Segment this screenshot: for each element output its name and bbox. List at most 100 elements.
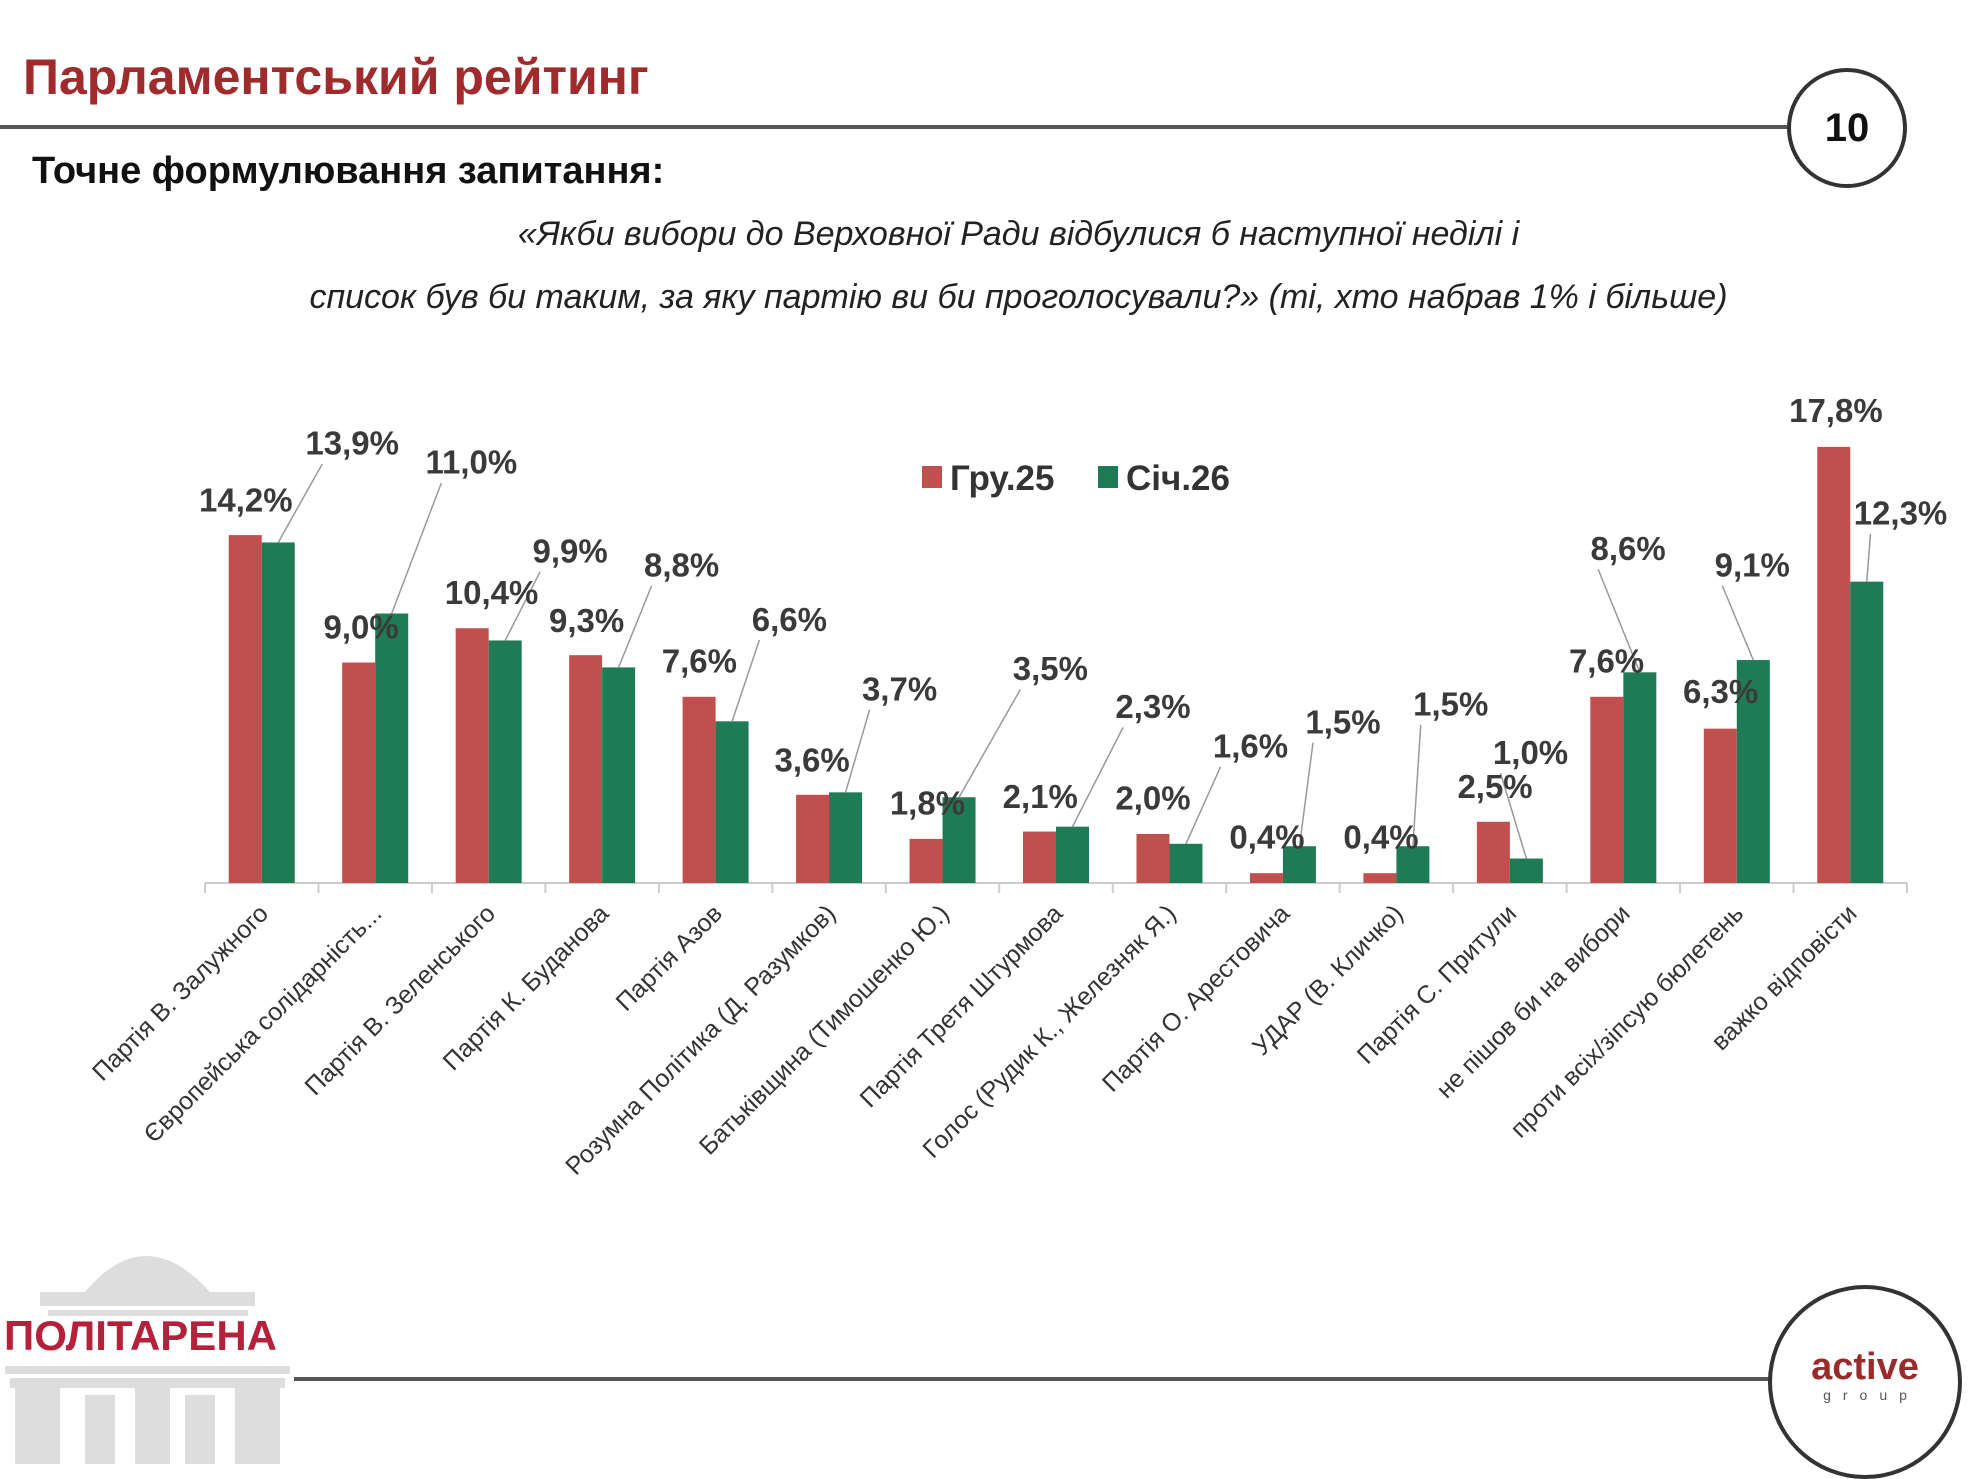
value-label-sich26: 11,0% — [425, 444, 517, 481]
bar-gru25 — [455, 628, 489, 883]
label-leader-line — [1298, 742, 1314, 847]
bar-gru25 — [1476, 821, 1510, 883]
question-label: Точне формулювання запитання: — [32, 150, 665, 192]
label-leader-line — [1597, 568, 1641, 673]
value-label-sich26: 1,5% — [1413, 686, 1488, 723]
value-label-sich26: 3,5% — [1013, 650, 1088, 687]
value-label-sich26: 9,1% — [1715, 546, 1790, 583]
bar-gru25 — [1136, 834, 1170, 883]
label-leader-line — [958, 689, 1021, 798]
value-label-sich26: 13,9% — [305, 425, 399, 462]
bar-sich26 — [261, 542, 295, 883]
label-leader-line — [1721, 585, 1754, 661]
active-group-logo-main: active — [1811, 1346, 1919, 1388]
value-label-sich26: 12,3% — [1854, 494, 1948, 531]
bar-gru25 — [1590, 696, 1624, 883]
label-leader-line — [731, 639, 761, 722]
value-label-gru25: 2,1% — [1003, 778, 1078, 815]
legend-swatch-sich26 — [1098, 466, 1118, 488]
category-label: Партія Третя Штурмова — [855, 899, 1069, 1113]
legend: Гру.25 Січ.26 — [922, 459, 1230, 498]
value-label-gru25: 3,6% — [775, 741, 850, 778]
value-label-gru25: 9,0% — [323, 608, 398, 645]
value-label-gru25: 1,8% — [890, 785, 965, 822]
value-label-sich26: 3,7% — [862, 671, 937, 708]
bar-sich26 — [602, 667, 636, 883]
value-label-gru25: 14,2% — [199, 482, 293, 519]
category-label: Партія В. Зеленського — [299, 899, 500, 1100]
bar-gru25 — [1703, 728, 1737, 883]
value-label-gru25: 7,6% — [662, 643, 737, 680]
value-label-sich26: 8,6% — [1590, 530, 1665, 567]
question-text-line-1: «Якби вибори до Верховної Ради відбулися… — [517, 215, 1520, 253]
bar-gru25 — [796, 794, 830, 883]
label-leader-line — [390, 482, 443, 614]
value-label-gru25: 2,0% — [1115, 779, 1190, 816]
category-label: проти всіх/зіпсую бюлетень — [1505, 899, 1749, 1143]
politarena-logo-text: ПОЛІТАРЕНА — [4, 1312, 277, 1359]
bar-sich26 — [1509, 858, 1543, 883]
bar-sich26 — [1396, 846, 1430, 883]
label-leader-line — [1412, 724, 1422, 847]
bar-sich26 — [1169, 843, 1203, 883]
value-label-gru25: 0,4% — [1343, 819, 1418, 856]
bar-sich26 — [375, 613, 409, 883]
legend-swatch-gru25 — [922, 466, 942, 488]
label-leader-line — [277, 463, 323, 543]
value-label-sich26: 9,9% — [533, 532, 608, 569]
bar-gru25 — [1817, 446, 1851, 883]
value-label-gru25: 10,4% — [445, 574, 539, 611]
bar-sich26 — [1282, 846, 1316, 883]
bar-gru25 — [1023, 831, 1056, 883]
value-label-gru25: 7,6% — [1569, 643, 1644, 680]
bar-gru25 — [909, 838, 943, 883]
legend-label-sich26: Січ.26 — [1126, 459, 1230, 498]
bar-gru25 — [1363, 873, 1397, 883]
bar-sich26 — [1623, 672, 1657, 883]
value-label-gru25: 9,3% — [549, 602, 624, 639]
page-number-badge: 10 — [1787, 68, 1907, 188]
value-label-sich26: 6,6% — [752, 601, 827, 638]
bar-sich26 — [1056, 826, 1089, 883]
politarena-building-logo — [5, 1256, 290, 1464]
value-label-gru25: 17,8% — [1789, 392, 1883, 429]
value-label-gru25: 2,5% — [1457, 768, 1532, 805]
bar-gru25 — [342, 662, 376, 883]
value-label-sich26: 2,3% — [1115, 688, 1190, 725]
active-group-logo: active group — [1768, 1285, 1962, 1479]
bar-sich26 — [488, 640, 522, 883]
label-leader-line — [1185, 766, 1222, 845]
bar-sich26 — [942, 797, 976, 883]
bar-gru25 — [1249, 873, 1283, 883]
bar-sich26 — [829, 792, 863, 883]
bar-gru25 — [228, 535, 262, 883]
label-leader-line — [1071, 727, 1124, 827]
label-leader-line — [617, 585, 653, 668]
bar-gru25 — [682, 696, 716, 883]
category-label: Партія Азов — [611, 899, 728, 1016]
label-leader-line — [504, 571, 541, 641]
page-title: Парламентський рейтинг — [23, 49, 649, 105]
bar-sich26 — [715, 721, 749, 883]
active-group-logo-sub: group — [1823, 1387, 1919, 1403]
value-label-sich26: 1,0% — [1493, 734, 1568, 771]
bar-gru25 — [569, 655, 603, 883]
value-label-gru25: 6,3% — [1683, 673, 1758, 710]
category-label: Європейська солідарність... — [138, 899, 387, 1148]
value-label-sich26: 1,6% — [1213, 728, 1288, 765]
header-divider — [0, 125, 1790, 129]
category-label: не пішов би на вибори — [1431, 899, 1635, 1103]
category-label: Батьківщина (Тимошенко Ю.) — [694, 899, 955, 1160]
label-leader-line — [1866, 533, 1872, 582]
question-text-line-2: список був би таким, за яку партію ви би… — [309, 278, 1728, 316]
bar-sich26 — [1850, 581, 1884, 883]
bar-sich26 — [1736, 660, 1770, 883]
label-leader-line — [844, 709, 871, 793]
legend-label-gru25: Гру.25 — [950, 459, 1054, 498]
category-label: Партія О. Арестовича — [1097, 899, 1295, 1097]
value-label-sich26: 1,5% — [1305, 703, 1380, 740]
footer-divider — [294, 1377, 1784, 1381]
value-label-sich26: 8,8% — [644, 546, 719, 583]
value-label-gru25: 0,4% — [1229, 819, 1304, 856]
